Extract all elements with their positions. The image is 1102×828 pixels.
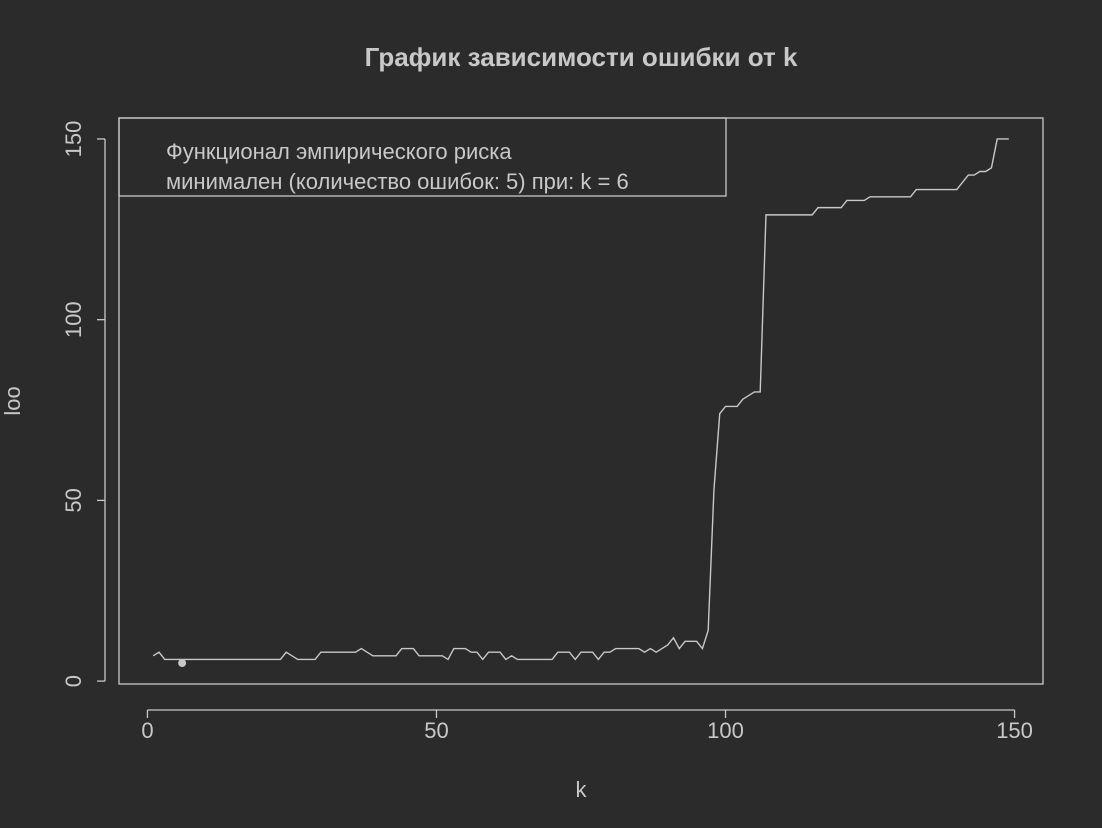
legend-box — [118, 117, 727, 197]
legend-text: минимален (количество ошибок: 5) при: k … — [166, 169, 629, 194]
x-tick-label: 150 — [996, 718, 1033, 743]
y-tick-label: 0 — [61, 675, 86, 687]
x-tick-label: 0 — [141, 718, 153, 743]
y-axis-label: loo — [0, 386, 25, 415]
x-tick-label: 100 — [707, 718, 744, 743]
min-point — [178, 659, 187, 668]
x-axis-label: k — [576, 777, 588, 802]
data-line — [152, 138, 1009, 661]
x-tick-label: 50 — [424, 718, 448, 743]
y-tick-label: 150 — [61, 121, 86, 158]
legend-text: Функционал эмпирического риска — [166, 139, 512, 164]
y-tick-label: 100 — [61, 301, 86, 338]
y-tick-label: 50 — [61, 488, 86, 512]
chart-title: График зависимости ошибки от k — [365, 42, 798, 72]
